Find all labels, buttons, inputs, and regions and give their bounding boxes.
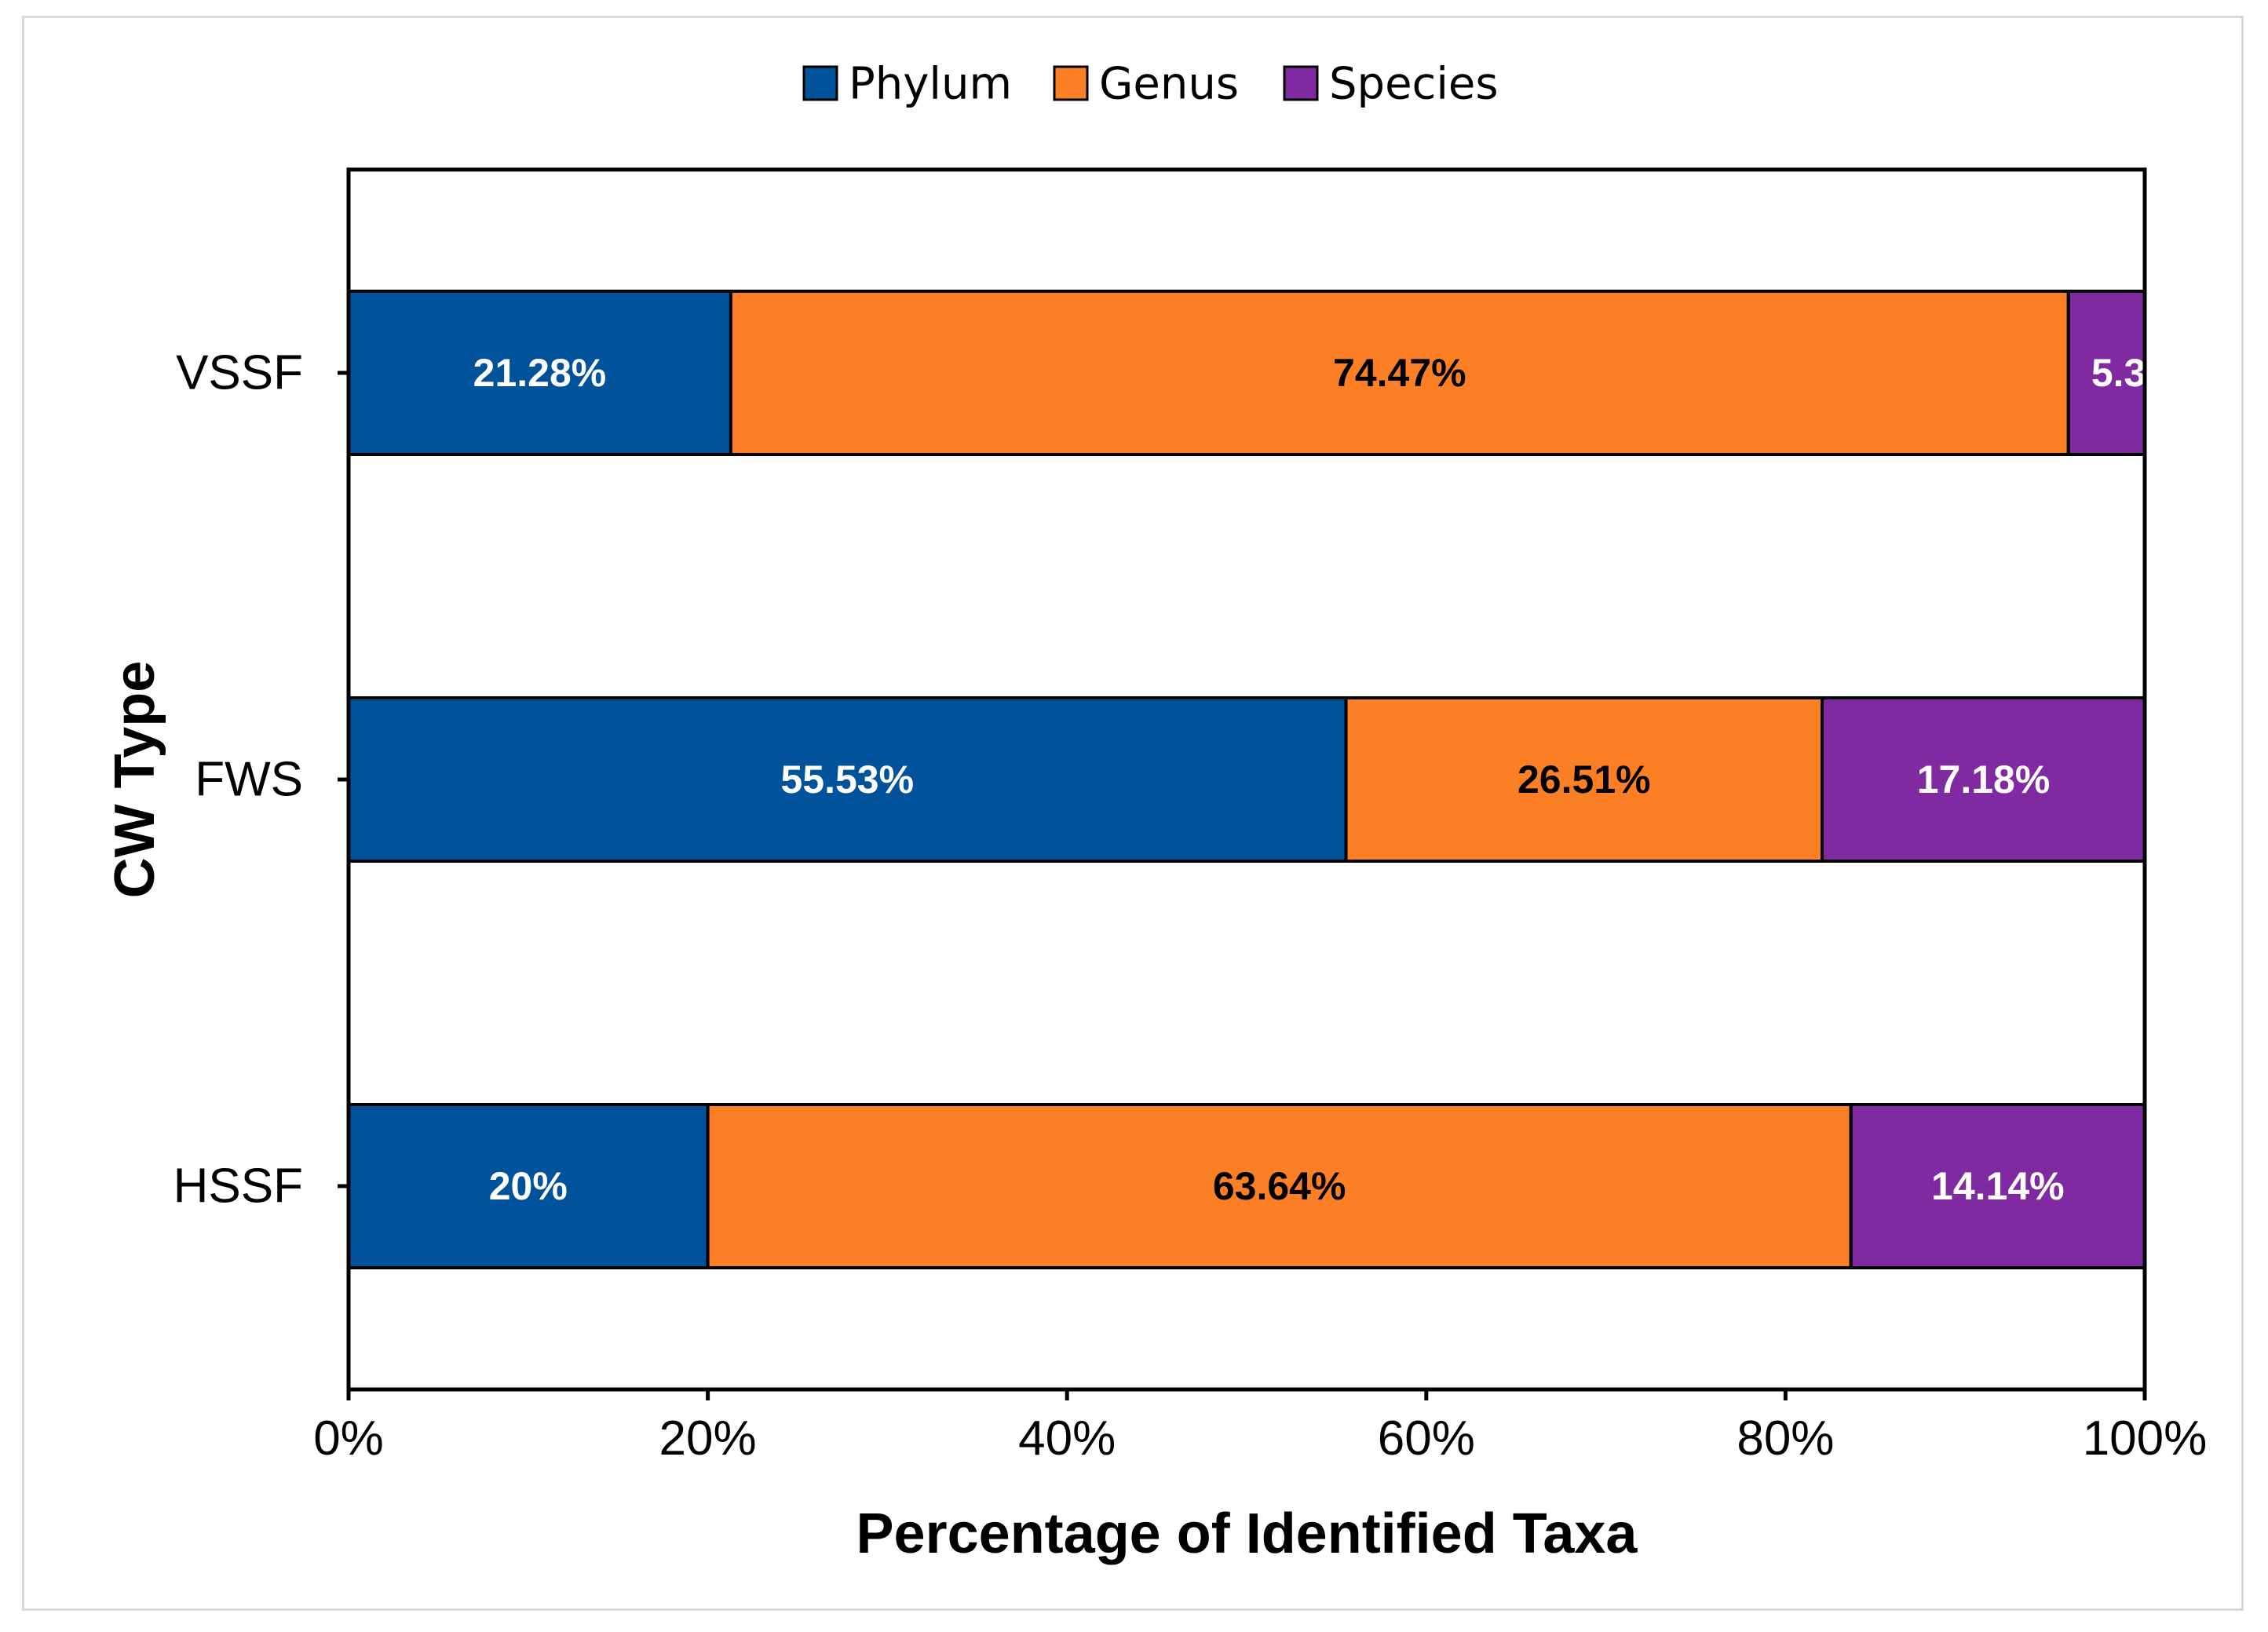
x-tick-label-5: 100%	[2083, 1411, 2208, 1466]
data-label-phylum-vssf: 21.28%	[473, 351, 607, 395]
x-tick-label-1: 20%	[659, 1411, 757, 1466]
data-label-genus-fws: 26.51%	[1517, 758, 1651, 801]
bar-species-vssf	[2066, 290, 2147, 456]
x-tick-label-4: 80%	[1737, 1411, 1834, 1466]
bar-phylum-vssf	[347, 290, 732, 456]
data-label-species-vssf: 5.37%	[2091, 351, 2203, 395]
legend-label-species: Species	[1329, 59, 1499, 110]
y-axis-title: CW Type	[104, 661, 166, 899]
data-label-phylum-fws: 55.53%	[780, 758, 914, 801]
legend-swatch-genus	[1053, 65, 1089, 101]
legend-swatch-phylum	[802, 65, 838, 101]
x-tick-label-2: 40%	[1018, 1411, 1116, 1466]
data-label-phylum-hssf: 20%	[489, 1164, 568, 1208]
bar-phylum-fws	[347, 696, 1348, 863]
legend-label-genus: Genus	[1099, 59, 1239, 110]
legend-swatch-species	[1283, 65, 1319, 101]
bar-species-fws	[1821, 696, 2146, 863]
x-axis-title: Percentage of Identified Taxa	[856, 1502, 1638, 1565]
data-label-genus-vssf: 74.47%	[1333, 351, 1466, 395]
y-tick-label-vssf: VSSF	[176, 346, 303, 400]
bar-phylum-hssf	[347, 1103, 710, 1269]
x-tick-label-3: 60%	[1378, 1411, 1475, 1466]
data-label-species-hssf: 14.14%	[1931, 1164, 2065, 1208]
stacked-bar-chart: 21.28% 74.47% 5.37% 55.53% 26.51% 17.18% 20% 63…	[104, 59, 2208, 1566]
data-label-species-fws: 17.18%	[1917, 758, 2051, 801]
data-label-genus-hssf: 63.64%	[1213, 1164, 1346, 1208]
bar-species-hssf	[1849, 1103, 2146, 1269]
bar-genus-hssf	[706, 1103, 1853, 1269]
bar-genus-fws	[1344, 696, 1824, 863]
y-tick-label-fws: FWS	[195, 753, 303, 807]
y-tick-label-hssf: HSSF	[173, 1159, 303, 1214]
bar-genus-vssf	[729, 290, 2070, 456]
legend-label-phylum: Phylum	[849, 59, 1012, 110]
x-tick-label-0: 0%	[313, 1411, 384, 1466]
chart-frame: 21.28% 74.47% 5.37% 55.53% 26.51% 17.18% 20% 63…	[22, 16, 2244, 1611]
